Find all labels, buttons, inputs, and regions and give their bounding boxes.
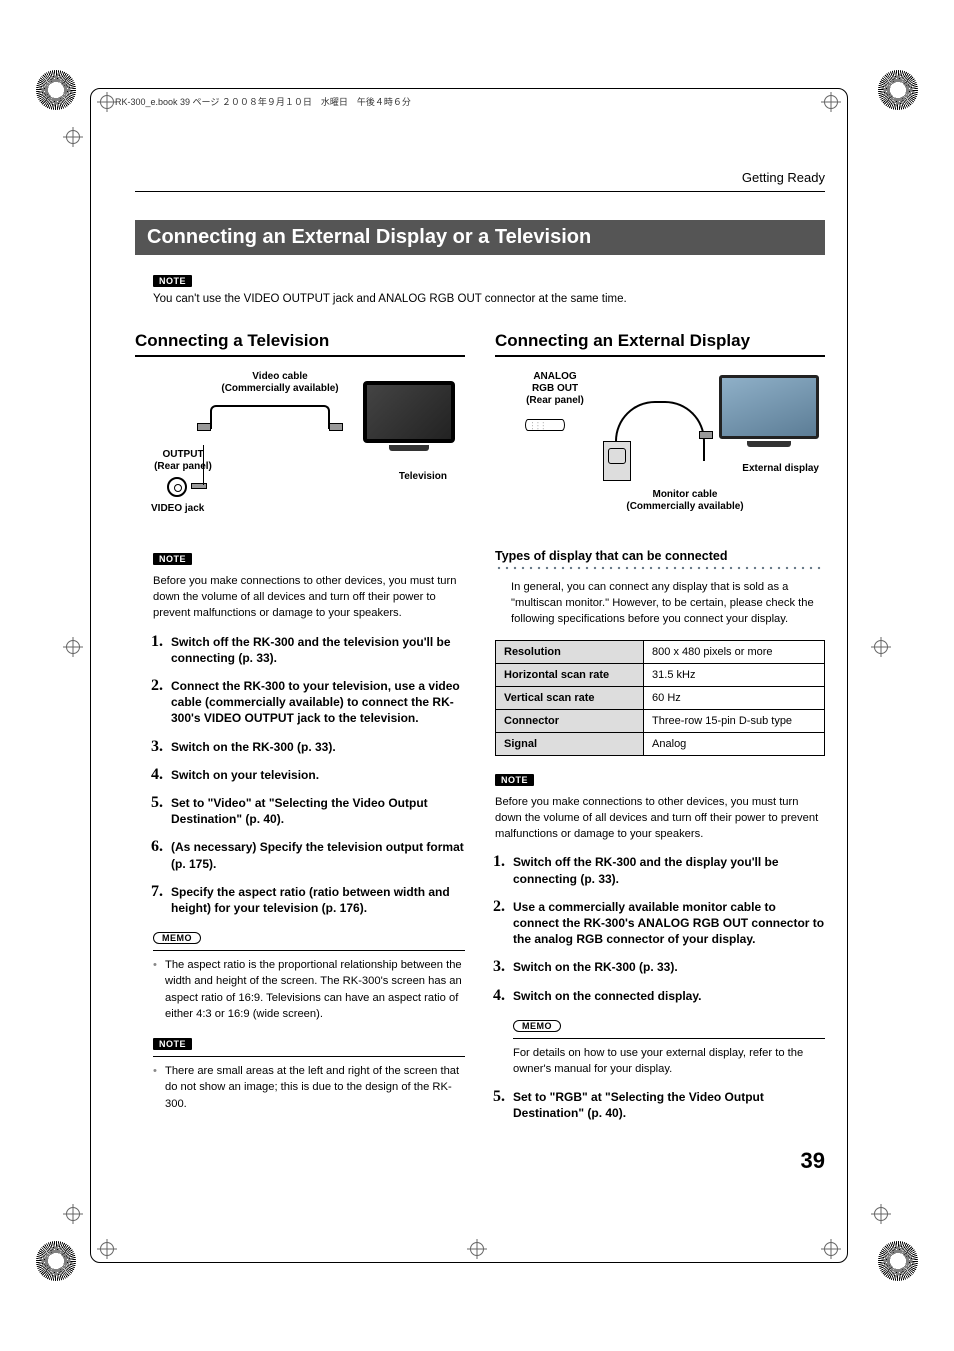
- step-text: Connect the RK-300 to your television, u…: [171, 679, 460, 725]
- table-row: SignalAnalog: [496, 732, 825, 755]
- television-icon: [363, 381, 455, 443]
- step-text: Switch off the RK-300 and the television…: [171, 635, 451, 665]
- crop-target-lmid: [66, 640, 80, 654]
- spec-key: Signal: [496, 732, 644, 755]
- external-display-icon: [719, 375, 819, 439]
- page-content: Getting Ready Connecting an External Dis…: [135, 170, 825, 1134]
- running-head-rule: [135, 191, 825, 192]
- label-television: Television: [399, 471, 447, 483]
- crop-target-bc: [470, 1242, 484, 1256]
- step-text: Set to "Video" at "Selecting the Video O…: [171, 796, 428, 826]
- crop-target-rmid: [874, 640, 888, 654]
- spec-val: 31.5 kHz: [644, 663, 825, 686]
- label-monitor-cable: Monitor cable (Commercially available): [595, 489, 775, 513]
- spec-val: 60 Hz: [644, 686, 825, 709]
- crop-target-l1: [66, 130, 80, 144]
- label-output: OUTPUT (Rear panel): [143, 449, 223, 473]
- subheading-types: Types of display that can be connected: [495, 549, 825, 563]
- page-number: 39: [801, 1148, 825, 1174]
- registration-ring-tl: [36, 70, 76, 110]
- table-row: Resolution800 x 480 pixels or more: [496, 640, 825, 663]
- registration-ring-tr: [878, 70, 918, 110]
- registration-ring-br: [878, 1241, 918, 1281]
- note-text: There are small areas at the left and ri…: [153, 1063, 465, 1112]
- spec-val: Analog: [644, 732, 825, 755]
- print-header: RK-300_e.book 39 ページ ２００８年９月１０日 水曜日 午後４時…: [115, 95, 411, 108]
- vga-plug-icon: [603, 441, 631, 481]
- steps-display-cont: 5.Set to "RGB" at "Selecting the Video O…: [495, 1089, 825, 1121]
- spec-key: Connector: [496, 709, 644, 732]
- table-row: Horizontal scan rate31.5 kHz: [496, 663, 825, 686]
- step-text: Switch off the RK-300 and the display yo…: [513, 855, 779, 885]
- crop-target-tl: [100, 95, 114, 109]
- types-intro: In general, you can connect any display …: [511, 579, 825, 628]
- heading-connecting-display: Connecting an External Display: [495, 331, 825, 357]
- table-row: Vertical scan rate60 Hz: [496, 686, 825, 709]
- spec-key: Resolution: [496, 640, 644, 663]
- crop-target-bl: [100, 1242, 114, 1256]
- spec-val: Three-row 15-pin D-sub type: [644, 709, 825, 732]
- running-head: Getting Ready: [135, 170, 825, 185]
- heading-connecting-tv: Connecting a Television: [135, 331, 465, 357]
- label-analog-rgb-out: ANALOG RGB OUT (Rear panel): [515, 371, 595, 407]
- diagram-external-display: ANALOG RGB OUT (Rear panel) External dis…: [495, 371, 825, 531]
- crop-target-r2: [874, 1207, 888, 1221]
- step-text: Specify the aspect ratio (ratio between …: [171, 885, 450, 915]
- crop-target-tr: [824, 95, 838, 109]
- table-row: ConnectorThree-row 15-pin D-sub type: [496, 709, 825, 732]
- video-jack-icon: [167, 477, 187, 497]
- memo-text: For details on how to use your external …: [513, 1045, 825, 1077]
- registration-ring-bl: [36, 1241, 76, 1281]
- column-television: Connecting a Television Video cable (Com…: [135, 331, 465, 1134]
- note-text: Before you make connections to other dev…: [153, 573, 465, 622]
- crop-target-l2: [66, 1207, 80, 1221]
- steps-television: 1.Switch off the RK-300 and the televisi…: [153, 634, 465, 916]
- label-video-cable: Video cable (Commercially available): [215, 371, 345, 395]
- note-badge: NOTE: [495, 774, 534, 786]
- vga-port-icon: [525, 419, 565, 431]
- memo-badge: MEMO: [513, 1020, 561, 1032]
- step-text: Switch on the RK-300 (p. 33).: [513, 960, 678, 974]
- dotted-rule: [495, 565, 825, 571]
- note-text: Before you make connections to other dev…: [495, 794, 825, 843]
- step-text: Set to "RGB" at "Selecting the Video Out…: [513, 1090, 764, 1120]
- steps-display: 1.Switch off the RK-300 and the display …: [495, 854, 825, 1003]
- crop-target-br: [824, 1242, 838, 1256]
- top-note-text: You can't use the VIDEO OUTPUT jack and …: [153, 293, 825, 305]
- spec-key: Vertical scan rate: [496, 686, 644, 709]
- note-badge: NOTE: [153, 1038, 192, 1050]
- step-text: Switch on your television.: [171, 768, 319, 782]
- spec-table: Resolution800 x 480 pixels or more Horiz…: [495, 640, 825, 756]
- memo-badge: MEMO: [153, 932, 201, 944]
- note-badge: NOTE: [153, 275, 192, 287]
- label-external-display: External display: [742, 463, 819, 475]
- step-text: Switch on the RK-300 (p. 33).: [171, 740, 336, 754]
- spec-key: Horizontal scan rate: [496, 663, 644, 686]
- spec-val: 800 x 480 pixels or more: [644, 640, 825, 663]
- column-external-display: Connecting an External Display ANALOG RG…: [495, 331, 825, 1134]
- memo-text: The aspect ratio is the proportional rel…: [153, 957, 465, 1022]
- diagram-television: Video cable (Commercially available) Tel…: [135, 371, 465, 531]
- step-text: Switch on the connected display.: [513, 989, 701, 1003]
- label-video-jack: VIDEO jack: [151, 503, 204, 515]
- step-text: (As necessary) Specify the television ou…: [171, 840, 464, 870]
- note-badge: NOTE: [153, 553, 192, 565]
- step-text: Use a commercially available monitor cab…: [513, 900, 824, 946]
- page-title: Connecting an External Display or a Tele…: [135, 220, 825, 255]
